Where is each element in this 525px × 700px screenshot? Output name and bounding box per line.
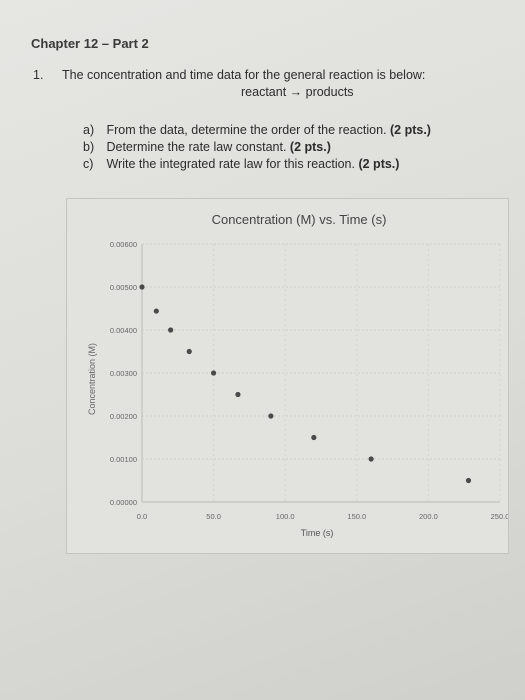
question-text: The concentration and time data for the … — [62, 68, 426, 82]
data-point — [465, 477, 472, 484]
data-point — [168, 327, 174, 333]
x-tick-label: 50.0 — [206, 512, 221, 521]
data-point — [153, 308, 159, 314]
question-part-a: a) From the data, determine the order of… — [83, 123, 431, 137]
data-point — [211, 370, 217, 376]
x-tick-label: 250.0 — [491, 512, 508, 521]
part-text: Determine the rate law constant. — [106, 140, 287, 154]
x-tick-label: 0.0 — [137, 512, 147, 521]
y-tick-label: 0.00100 — [110, 455, 137, 464]
data-point — [139, 284, 145, 290]
part-label: a) — [83, 123, 95, 137]
question-part-b: b) Determine the rate law constant. (2 p… — [83, 140, 331, 154]
data-point — [235, 391, 241, 398]
x-tick-label: 200.0 — [419, 512, 438, 521]
question-part-c: c) Write the integrated rate law for thi… — [83, 157, 399, 171]
data-point — [186, 348, 192, 355]
x-tick-label: 100.0 — [276, 512, 295, 521]
chart-title: Concentration (M) vs. Time (s) — [212, 212, 387, 227]
y-tick-label: 0.00300 — [110, 369, 137, 378]
data-point — [368, 456, 374, 462]
part-text: From the data, determine the order of th… — [106, 123, 387, 137]
chart-container: Concentration (M) vs. Time (s) Concentra… — [66, 198, 509, 554]
y-tick-label: 0.00000 — [110, 498, 137, 507]
data-point — [311, 434, 317, 441]
part-points: (2 pts.) — [358, 157, 400, 171]
page-heading: Chapter 12 – Part 2 — [31, 36, 149, 51]
scatter-chart: Concentration (M) vs. Time (s) Concentra… — [87, 212, 509, 538]
part-text: Write the integrated rate law for this r… — [106, 157, 355, 171]
y-tick-label: 0.00400 — [110, 326, 137, 335]
y-axis-label: Concentration (M) — [87, 343, 97, 415]
part-points: (2 pts.) — [289, 140, 331, 154]
part-label: c) — [83, 157, 94, 171]
x-axis-label: Time (s) — [301, 528, 334, 538]
part-points: (2 pts.) — [389, 123, 431, 137]
y-tick-label: 0.00500 — [110, 283, 137, 292]
question-number: 1. — [33, 68, 44, 82]
y-tick-label: 0.00600 — [110, 240, 137, 249]
x-tick-label: 150.0 — [347, 512, 366, 521]
part-label: b) — [83, 140, 95, 154]
data-point — [268, 413, 274, 419]
y-tick-label: 0.00200 — [110, 412, 137, 421]
reaction-equation: reactant → products — [241, 85, 354, 99]
